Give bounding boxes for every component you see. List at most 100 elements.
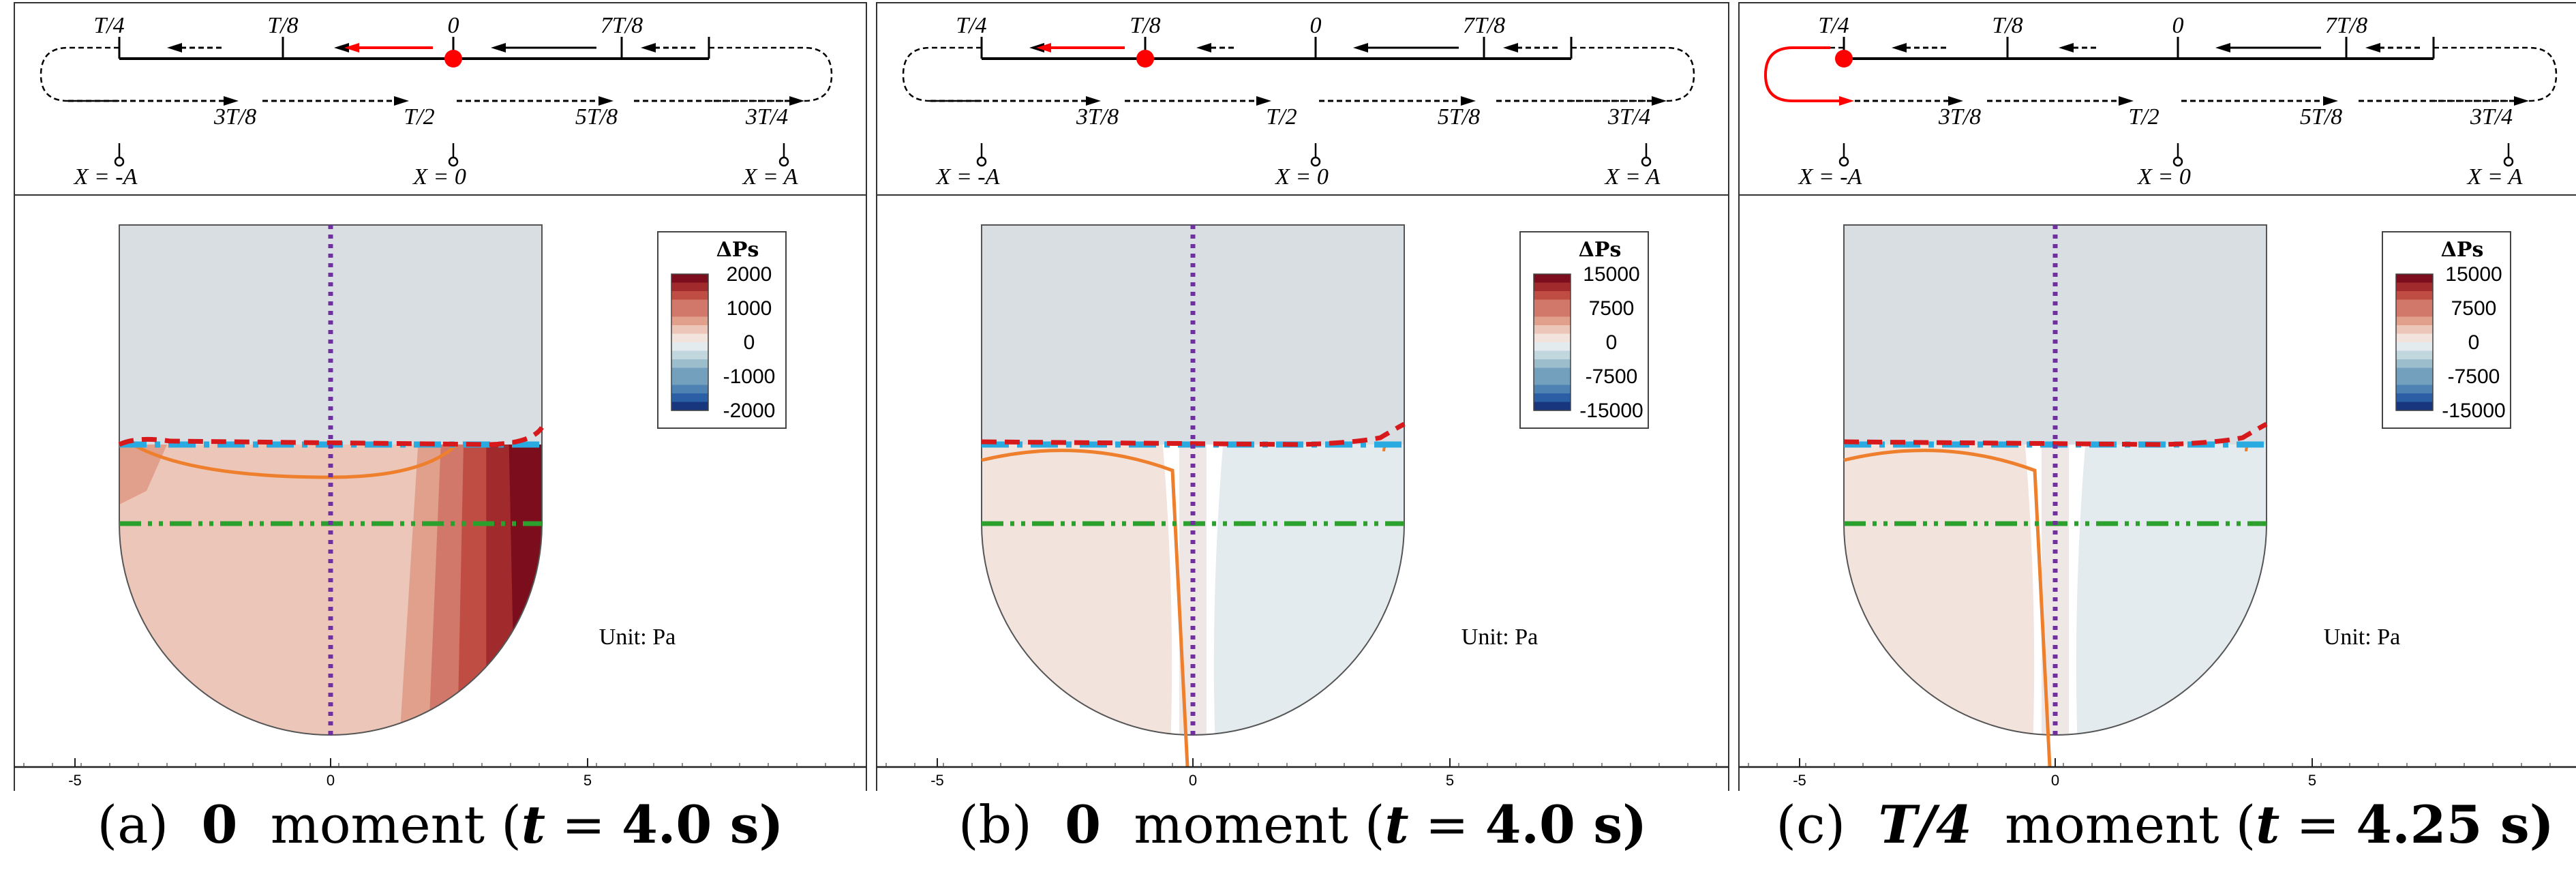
caption-label: (c)	[1776, 794, 1846, 855]
x-axis-tick-label: -5	[1793, 772, 1806, 789]
active-return-arc	[1763, 46, 1840, 102]
colorbar-title: ΔPs	[2441, 238, 2484, 262]
motion-cycle-diagram: T/4 T/8 0 7T/8 3T/8 T/2 5T/8 3T/4 X = -A X = 0 X =…	[1738, 2, 2576, 196]
caption-eq: =	[1408, 794, 1485, 855]
colorbar-swatch	[2396, 350, 2433, 360]
colorbar-swatch	[1534, 291, 1571, 301]
air-region	[982, 225, 1404, 445]
caption-unit: s)	[1575, 794, 1648, 855]
x-axis-tick-label: 0	[1189, 772, 1197, 789]
cycle-label-top: T/4	[93, 13, 124, 38]
unit-label: Unit: Pa	[1461, 625, 1538, 650]
cycle-label-bottom: 5T/8	[575, 104, 618, 130]
cycle-arrow-head	[1652, 96, 1667, 106]
caption-t-var: t	[521, 794, 545, 855]
x-axis-tick-label: -5	[68, 772, 82, 789]
caption-t-var: t	[2256, 794, 2280, 855]
colorbar-swatch	[671, 325, 708, 335]
colorbar-tick-label: 15000	[1583, 263, 1639, 286]
caption-unit: s)	[712, 794, 784, 855]
cycle-return-right	[709, 46, 833, 102]
cycle-return-right	[2434, 46, 2558, 102]
cycle-arrow-head	[2059, 43, 2074, 52]
cycle-frame	[1738, 2, 2576, 196]
colorbar-swatch	[2396, 359, 2433, 369]
position-marker-pin	[1838, 156, 1849, 167]
colorbar-swatch	[1534, 333, 1571, 343]
cycle-label-bottom: 3T/4	[2470, 104, 2513, 130]
unit-label: Unit: Pa	[2324, 625, 2400, 650]
colorbar-swatch	[1534, 282, 1571, 292]
cycle-label-bottom: T/2	[1266, 104, 1297, 130]
cycle-label-top: 0	[2172, 13, 2184, 38]
colorbar-swatch	[2396, 308, 2433, 318]
position-label: X = 0	[412, 164, 466, 190]
free-surface-line	[1843, 421, 2268, 447]
colorbar-swatch	[1534, 376, 1571, 386]
x-axis-tick-label: 5	[584, 772, 592, 789]
position-label: X = 0	[1274, 164, 1329, 190]
panel-a-figure: T/4 T/8 0 7T/8 3T/8 T/2 5T/8 3T/4 X = -A X = 0 X =…	[14, 2, 867, 793]
colorbar-swatch	[2396, 367, 2433, 377]
colorbar-swatch	[1534, 402, 1571, 411]
panel-c-figure: T/4 T/8 0 7T/8 3T/8 T/2 5T/8 3T/4 X = -A X = 0 X =…	[1738, 2, 2576, 793]
zero-pressure-contour	[1843, 449, 2052, 768]
cycle-label-bottom: 3T/8	[1076, 104, 1119, 130]
active-return-arrow	[1839, 96, 1854, 106]
caption-mid: moment (	[1988, 794, 2256, 855]
colorbar-swatch	[671, 402, 708, 411]
colorbar-swatch	[2396, 291, 2433, 301]
cycle-label-top: 0	[1310, 13, 1322, 38]
colorbar-swatch	[2396, 282, 2433, 292]
cycle-label-top: 7T/8	[1463, 13, 1505, 38]
panel-caption: (a) 0 moment (t = 4.0 s)	[14, 794, 867, 855]
cycle-label-bottom: 3T/8	[213, 104, 256, 130]
free-surface-line	[118, 425, 544, 447]
cycle-arrow-head	[789, 96, 804, 106]
cycle-arrow-head	[1256, 96, 1271, 106]
colorbar-swatch	[2396, 316, 2433, 326]
cycle-arrow-head	[1353, 43, 1368, 52]
colorbar-swatch	[1534, 342, 1571, 352]
position-label: X = A	[742, 164, 798, 190]
x-axis-tick-label: -5	[930, 772, 944, 789]
colorbar-swatch	[2396, 274, 2433, 284]
cycle-arrow-head	[1086, 96, 1101, 106]
cycle-return-left	[902, 46, 982, 102]
cycle-arrow-head	[2323, 96, 2338, 106]
colorbar-tick-label: -1000	[723, 365, 776, 388]
cycle-label-bottom: 3T/4	[745, 104, 788, 130]
caption-mid: moment (	[254, 794, 521, 855]
cycle-arrow-head	[224, 96, 239, 106]
colorbar-swatch	[671, 308, 708, 318]
cycle-label-top: 7T/8	[2325, 13, 2367, 38]
colorbar-swatch	[671, 333, 708, 343]
cycle-arrow-head	[1892, 43, 1907, 52]
active-direction-arrow	[1036, 43, 1051, 52]
colorbar-outline	[2395, 273, 2434, 411]
cycle-arrow-head	[491, 43, 506, 52]
x-axis-tick-label: 0	[2051, 772, 2059, 789]
colorbar-swatch	[1534, 274, 1571, 284]
tank-outline	[119, 224, 543, 736]
cycle-arrow-head	[1461, 96, 1476, 106]
colorbar-swatch	[671, 393, 708, 403]
active-position-dot	[1835, 50, 1853, 67]
x-axis-tick-label: 5	[1446, 772, 1454, 789]
cycle-arrow-head	[641, 43, 656, 52]
caption-time: T/4	[1878, 794, 1972, 855]
caption-value: 4.0	[622, 794, 712, 855]
colorbar-swatch	[1534, 359, 1571, 369]
panel-caption: (b) 0 moment (t = 4.0 s)	[876, 794, 1729, 855]
cycle-arrow-head	[1503, 43, 1518, 52]
position-marker-pin	[1641, 156, 1652, 167]
cycle-label-bottom: T/2	[404, 104, 434, 130]
colorbar-tick-label: 7500	[2451, 297, 2497, 320]
colorbar-tick-label: 15000	[2445, 263, 2502, 286]
colorbar-swatch	[1534, 367, 1571, 377]
cycle-arrow-head	[394, 96, 409, 106]
motion-cycle-diagram: T/4 T/8 0 7T/8 3T/8 T/2 5T/8 3T/4 X = -A X = 0 X =…	[876, 2, 1729, 196]
cycle-arrow-head	[1196, 43, 1211, 52]
cycle-frame	[14, 2, 867, 196]
